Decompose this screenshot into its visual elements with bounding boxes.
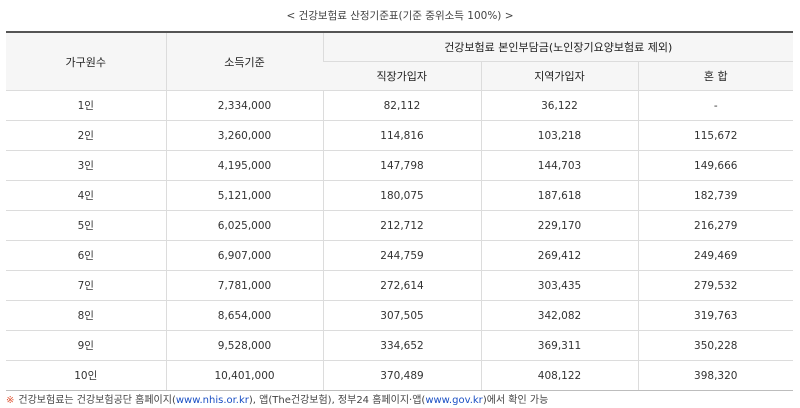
table-row: 8인 8,654,000 307,505 342,082 319,763 (6, 300, 793, 331)
cell-employee: 147,798 (322, 150, 481, 181)
cell-mixed: 216,279 (637, 210, 793, 241)
table-row: 4인 5,121,000 180,075 187,618 182,739 (6, 180, 793, 211)
cell-regional: 369,311 (480, 330, 638, 361)
cell-income: 10,401,000 (165, 360, 323, 391)
cell-employee: 244,759 (322, 240, 481, 271)
table-caption: < 건강보험료 산정기준표(기준 중위소득 100%) > (286, 10, 514, 22)
table-row: 9인 9,528,000 334,652 369,311 350,228 (6, 330, 793, 361)
cell-mixed: 398,320 (637, 360, 793, 391)
cell-income: 4,195,000 (165, 150, 323, 181)
table-row: 6인 6,907,000 244,759 269,412 249,469 (6, 240, 793, 271)
cell-regional: 229,170 (480, 210, 638, 241)
cell-income: 2,334,000 (165, 90, 323, 121)
header-income: 소득기준 (165, 31, 323, 91)
cell-mixed: 249,469 (637, 240, 793, 271)
cell-mixed: 182,739 (637, 180, 793, 211)
note-text-1: 건강보험료는 건강보험공단 홈페이지( (18, 395, 176, 406)
cell-employee: 307,505 (322, 300, 481, 331)
cell-household: 6인 (6, 240, 166, 271)
cell-income: 5,121,000 (165, 180, 323, 211)
cell-regional: 303,435 (480, 270, 638, 301)
table-row: 5인 6,025,000 212,712 229,170 216,279 (6, 210, 793, 241)
cell-income: 3,260,000 (165, 120, 323, 151)
cell-household: 8인 (6, 300, 166, 331)
nhis-link[interactable]: www.nhis.or.kr (175, 395, 249, 406)
cell-mixed: 149,666 (637, 150, 793, 181)
header-mixed: 혼 합 (637, 61, 793, 91)
cell-employee: 334,652 (322, 330, 481, 361)
header-household: 가구원수 (6, 31, 166, 91)
table-row: 10인 10,401,000 370,489 408,122 398,320 (6, 360, 793, 391)
cell-employee: 370,489 (322, 360, 481, 391)
table-row: 1인 2,334,000 82,112 36,122- (6, 90, 793, 121)
cell-regional: 269,412 (480, 240, 638, 271)
cell-mixed: 279,532 (637, 270, 793, 301)
cell-household: 7인 (6, 270, 166, 301)
cell-mixed: 115,672 (637, 120, 793, 151)
cell-employee: 212,712 (322, 210, 481, 241)
cell-income: 8,654,000 (165, 300, 323, 331)
cell-regional: 144,703 (480, 150, 638, 181)
cell-income: 7,781,000 (165, 270, 323, 301)
cell-mixed: - (637, 90, 793, 121)
cell-regional: 187,618 (480, 180, 638, 211)
gov-link[interactable]: www.gov.kr (425, 395, 483, 406)
cell-employee: 180,075 (322, 180, 481, 211)
health-insurance-table: 가구원수 소득기준 건강보험료 본인부담금(노인장기요양보험료 제외) 직장가입… (6, 31, 793, 391)
note-mark: ※ (6, 395, 15, 406)
cell-employee: 82,112 (322, 90, 481, 121)
cell-household: 9인 (6, 330, 166, 361)
header-premium-group: 건강보험료 본인부담금(노인장기요양보험료 제외) (322, 31, 793, 62)
note-text-2: ), 앱(The건강보험), 정부24 홈페이지·앱( (248, 395, 426, 406)
cell-mixed: 319,763 (637, 300, 793, 331)
cell-household: 4인 (6, 180, 166, 211)
cell-employee: 272,614 (322, 270, 481, 301)
header-employee: 직장가입자 (323, 61, 481, 91)
cell-income: 9,528,000 (165, 330, 323, 361)
cell-household: 3인 (6, 150, 166, 181)
cell-regional: 408,122 (480, 360, 638, 391)
footnote: ※ 건강보험료는 건강보험공단 홈페이지(www.nhis.or.kr), 앱(T… (6, 391, 548, 406)
note-text-3: )에서 확인 가능 (482, 395, 549, 406)
cell-employee: 114,816 (322, 120, 481, 151)
cell-regional: 36,122 (480, 90, 638, 121)
cell-household: 1인 (6, 90, 166, 121)
table-row: 2인 3,260,000 114,816 103,218 115,672 (6, 120, 793, 151)
cell-household: 10인 (6, 360, 166, 391)
table-row: 7인 7,781,000 272,614 303,435 279,532 (6, 270, 793, 301)
header-regional: 지역가입자 (480, 61, 638, 91)
cell-household: 5인 (6, 210, 166, 241)
table-row: 3인 4,195,000 147,798 144,703 149,666 (6, 150, 793, 181)
cell-income: 6,025,000 (165, 210, 323, 241)
cell-regional: 103,218 (480, 120, 638, 151)
cell-income: 6,907,000 (165, 240, 323, 271)
cell-mixed: 350,228 (637, 330, 793, 361)
cell-regional: 342,082 (480, 300, 638, 331)
cell-household: 2인 (6, 120, 166, 151)
